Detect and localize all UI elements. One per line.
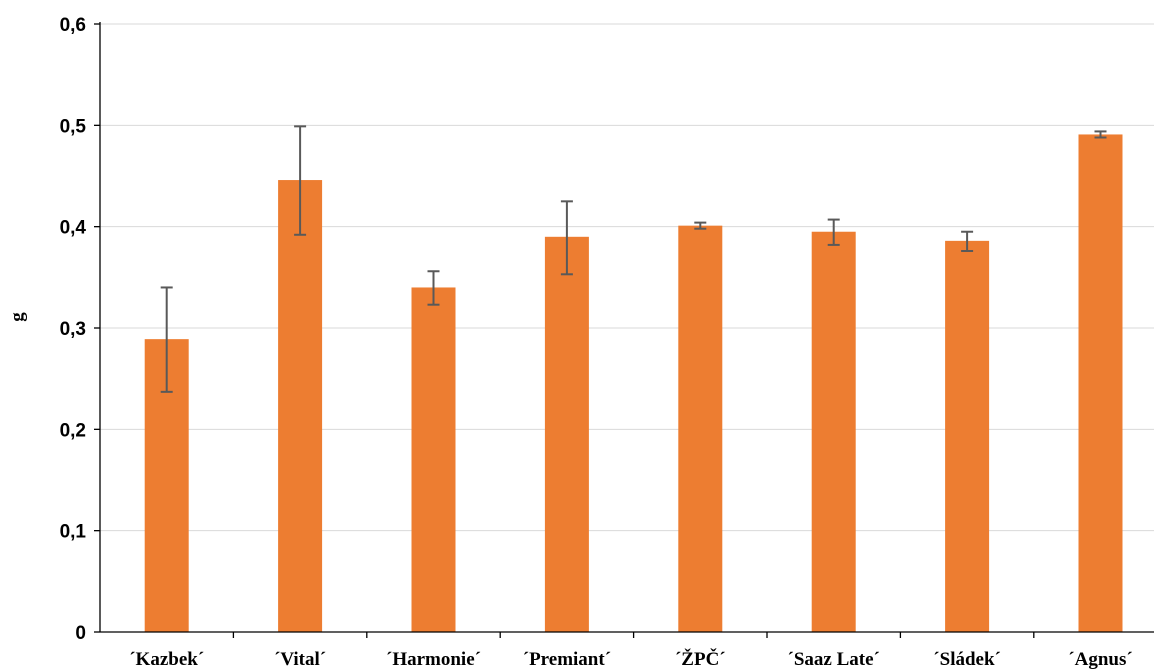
x-tick-label: ´Harmonie´ bbox=[386, 649, 481, 669]
x-tick-label: ´ŽPČ´ bbox=[675, 648, 726, 669]
x-tick-label: ´Sládek´ bbox=[933, 649, 1001, 669]
y-tick-label: 0,5 bbox=[60, 116, 87, 137]
bar bbox=[945, 240, 990, 632]
bar bbox=[278, 180, 323, 632]
bar bbox=[811, 231, 856, 632]
axes bbox=[94, 22, 1154, 638]
bar bbox=[678, 225, 723, 633]
x-tick-label: ´Saaz Late´ bbox=[788, 649, 880, 669]
x-tick-label: ´Kazbek´ bbox=[129, 649, 204, 669]
y-tick-label: 0,4 bbox=[60, 218, 87, 239]
x-tick-label: ´Vital´ bbox=[274, 649, 326, 669]
bar bbox=[411, 287, 456, 632]
error-bars bbox=[160, 125, 1107, 393]
y-axis-label: g bbox=[7, 312, 28, 322]
y-tick-label: 0,6 bbox=[60, 15, 86, 36]
bars bbox=[144, 134, 1123, 633]
y-tick-label: 0 bbox=[75, 623, 86, 644]
bar bbox=[1078, 134, 1123, 632]
tick-labels: 0 0,1 0,2 0,3 0,4 0,5 0,6 ´Kazbek´ ´Vital´ ´Harmo… bbox=[60, 15, 1133, 669]
x-tick-label: ´Premiant´ bbox=[523, 649, 611, 669]
y-tick-label: 0,3 bbox=[60, 319, 86, 340]
bar bbox=[544, 236, 589, 633]
y-tick-label: 0,1 bbox=[60, 522, 87, 543]
x-tick-label: ´Agnus´ bbox=[1068, 649, 1132, 669]
gridlines bbox=[100, 23, 1154, 532]
y-tick-label: 0,2 bbox=[60, 420, 86, 441]
